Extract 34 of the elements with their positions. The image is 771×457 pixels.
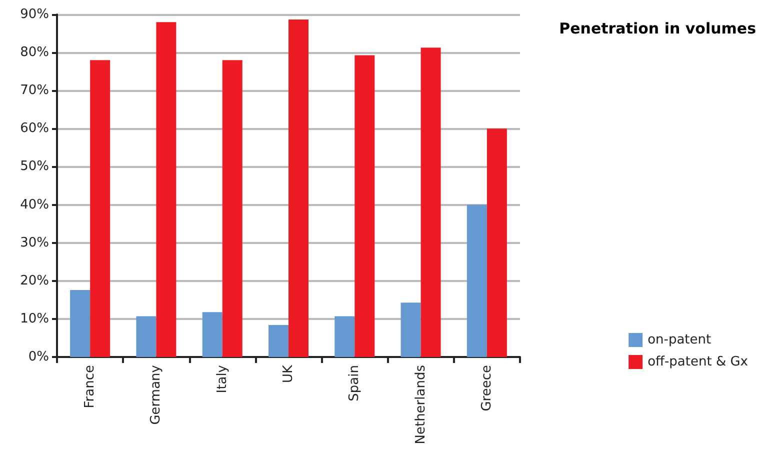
y-tick-label: 50%: [20, 159, 49, 174]
bar: [90, 60, 110, 357]
bar: [354, 55, 375, 357]
x-tick-label: Italy: [214, 364, 230, 394]
y-tick-label: 60%: [20, 121, 49, 136]
bar: [400, 302, 421, 357]
x-tick-label: UK: [281, 364, 296, 384]
bar: [202, 312, 222, 357]
y-tick-label: 20%: [20, 273, 49, 288]
bar: [156, 22, 176, 357]
bar: [466, 204, 487, 357]
x-tick-label: France: [82, 365, 98, 408]
y-tick-label: 10%: [20, 311, 49, 326]
y-tick-label: 40%: [20, 197, 49, 212]
bar: [136, 316, 156, 357]
y-tick-label: 70%: [20, 83, 49, 98]
y-tick-label: 90%: [20, 7, 49, 22]
y-tick-label: 80%: [20, 45, 49, 60]
bar: [420, 48, 441, 357]
bar: [486, 128, 507, 357]
bar: [288, 19, 308, 357]
bar: [334, 316, 355, 357]
y-tick-label: 0%: [28, 350, 49, 364]
legend-label: on-patent: [648, 332, 712, 348]
bar: [222, 60, 242, 357]
text: Penetration in volumes: [559, 20, 756, 38]
bar: [70, 290, 90, 357]
bar: [268, 325, 288, 357]
x-tick-label: Greece: [479, 365, 494, 412]
legend-label: off-patent & Gx: [648, 354, 748, 370]
y-tick-label: 30%: [20, 235, 49, 250]
x-tick-label: Netherlands: [413, 364, 428, 444]
x-tick-label: Spain: [347, 365, 362, 402]
x-tick-label: Germany: [148, 364, 164, 425]
